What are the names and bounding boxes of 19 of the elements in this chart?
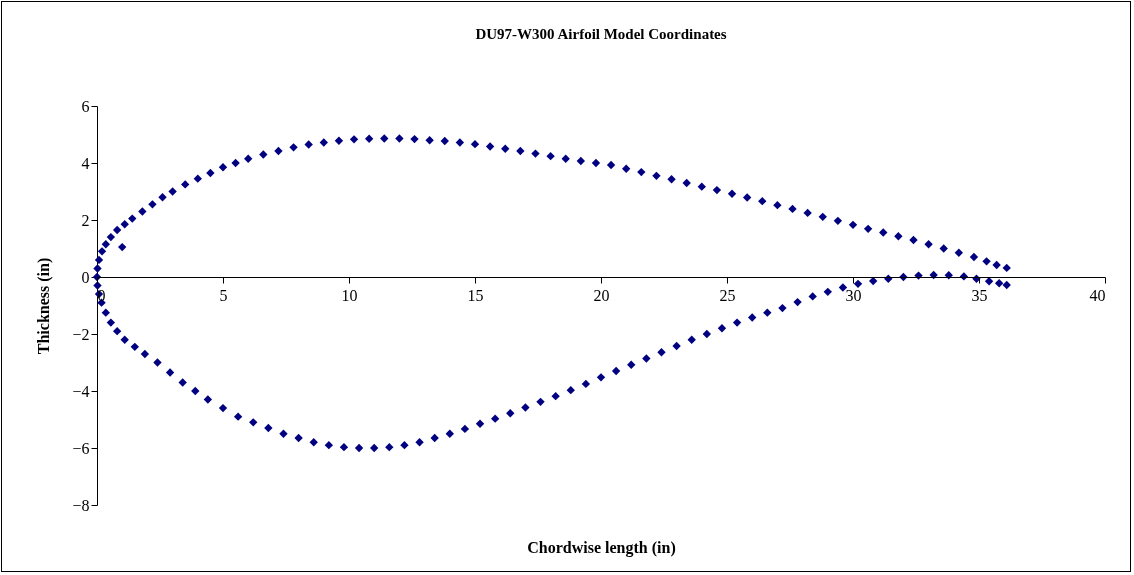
x-tick-label: 15 — [467, 286, 484, 304]
x-tick-label: 40 — [1089, 286, 1106, 304]
y-tick-label: −8 — [72, 496, 90, 514]
y-tick-label: 0 — [81, 268, 90, 286]
x-tick-label: 5 — [219, 286, 228, 304]
x-tick-label: 20 — [593, 286, 610, 304]
y-tick-label: −2 — [72, 325, 90, 343]
y-tick-label: −4 — [72, 382, 90, 400]
x-tick-label: 25 — [719, 286, 736, 304]
y-tick-label: 2 — [81, 211, 90, 229]
y-tick-label: 4 — [81, 154, 90, 172]
x-tick-label: 35 — [971, 286, 988, 304]
y-tick-label: −6 — [72, 439, 90, 457]
chart-title: DU97-W300 Airfoil Model Coordinates — [475, 26, 727, 42]
y-axis-title: Thickness (in) — [35, 257, 54, 355]
x-axis-title: Chordwise length (in) — [527, 538, 676, 557]
x-tick-label: 30 — [845, 286, 862, 304]
y-tick-label: 6 — [81, 97, 90, 115]
x-tick-label: 10 — [341, 286, 358, 304]
